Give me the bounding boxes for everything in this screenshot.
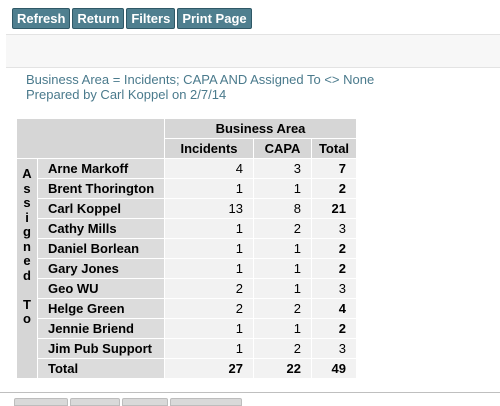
axis-letter: d bbox=[23, 267, 31, 283]
cell-capa: 3 bbox=[253, 158, 312, 179]
total-row: Total 27 22 49 bbox=[17, 358, 357, 379]
axis-letter: A bbox=[22, 166, 32, 181]
row-header-name: Helge Green bbox=[37, 298, 165, 319]
table-row: Carl Koppel 13 8 21 bbox=[17, 198, 357, 219]
refresh-button[interactable]: Refresh bbox=[12, 8, 71, 29]
criteria-prepared-text: Prepared by Carl Koppel on 2/7/14 bbox=[26, 87, 227, 102]
column-header-incidents: Incidents bbox=[164, 138, 254, 159]
row-header-name: Arne Markoff bbox=[37, 158, 165, 179]
filters-button[interactable]: Filters bbox=[126, 8, 176, 29]
table-row: Daniel Borlean 1 1 2 bbox=[17, 238, 357, 259]
table-row: Jim Pub Support 1 2 3 bbox=[17, 338, 357, 359]
table-row: Cathy Mills 1 2 3 bbox=[17, 218, 357, 239]
row-header-name: Daniel Borlean bbox=[37, 238, 165, 259]
cell-total: 2 bbox=[311, 318, 357, 339]
axis-letter: i bbox=[25, 209, 29, 225]
group-header-row: Business Area bbox=[16, 118, 357, 159]
cell-capa: 2 bbox=[253, 298, 312, 319]
row-header-name: Cathy Mills bbox=[37, 218, 165, 239]
business-area-header: Business Area bbox=[164, 118, 357, 139]
row-header-name: Jim Pub Support bbox=[37, 338, 165, 359]
table-row: Geo WU 2 1 3 bbox=[17, 278, 357, 299]
axis-letter: n bbox=[23, 238, 31, 254]
cell-incidents: 2 bbox=[164, 298, 254, 319]
cell-total: 3 bbox=[311, 218, 357, 239]
total-cell-capa: 22 bbox=[253, 358, 312, 379]
bottom-button-stub[interactable] bbox=[70, 398, 120, 406]
bottom-button-stub[interactable] bbox=[170, 398, 242, 406]
cell-incidents: 1 bbox=[164, 338, 254, 359]
cell-incidents: 1 bbox=[164, 318, 254, 339]
cell-incidents: 4 bbox=[164, 158, 254, 179]
cell-total: 2 bbox=[311, 238, 357, 259]
cell-total: 3 bbox=[311, 338, 357, 359]
row-header-name: Geo WU bbox=[37, 278, 165, 299]
bottom-button-stub[interactable] bbox=[14, 398, 68, 406]
row-header-name: Brent Thorington bbox=[37, 178, 165, 199]
cell-capa: 1 bbox=[253, 258, 312, 279]
bottom-button-stub[interactable] bbox=[122, 398, 168, 406]
axis-letter: e bbox=[23, 253, 31, 268]
table-row: Jennie Briend 1 1 2 bbox=[17, 318, 357, 339]
criteria-filter-text: Business Area = Incidents; CAPA AND Assi… bbox=[26, 72, 375, 87]
print-page-button[interactable]: Print Page bbox=[177, 8, 252, 29]
table-row: Gary Jones 1 1 2 bbox=[17, 258, 357, 279]
axis-letter: o bbox=[23, 311, 31, 326]
cell-incidents: 13 bbox=[164, 198, 254, 219]
column-header-capa: CAPA bbox=[253, 138, 312, 159]
cell-total: 3 bbox=[311, 278, 357, 299]
cell-total: 2 bbox=[311, 258, 357, 279]
header-band bbox=[6, 34, 500, 68]
cell-total: 4 bbox=[311, 298, 357, 319]
cell-total: 2 bbox=[311, 178, 357, 199]
corner-cell bbox=[16, 118, 165, 159]
column-header-total: Total bbox=[311, 138, 357, 159]
column-header-row: Incidents CAPA Total bbox=[17, 138, 357, 159]
axis-letter: T bbox=[23, 296, 31, 312]
axis-letter bbox=[17, 283, 37, 298]
cell-capa: 8 bbox=[253, 198, 312, 219]
row-header-name: Carl Koppel bbox=[37, 198, 165, 219]
cell-incidents: 1 bbox=[164, 238, 254, 259]
axis-letter: s bbox=[23, 195, 31, 210]
axis-letter: g bbox=[23, 224, 31, 239]
table-row: Helge Green 2 2 4 bbox=[17, 298, 357, 319]
total-cell-incidents: 27 bbox=[164, 358, 254, 379]
cell-capa: 1 bbox=[253, 318, 312, 339]
cell-capa: 2 bbox=[253, 338, 312, 359]
axis-letter: s bbox=[23, 180, 31, 196]
total-cell-total: 49 bbox=[311, 358, 357, 379]
row-header-total: Total bbox=[37, 358, 165, 379]
cell-capa: 1 bbox=[253, 178, 312, 199]
cell-incidents: 1 bbox=[164, 178, 254, 199]
cell-total: 7 bbox=[311, 158, 357, 179]
cell-capa: 2 bbox=[253, 218, 312, 239]
row-header-name: Gary Jones bbox=[37, 258, 165, 279]
cell-total: 21 bbox=[311, 198, 357, 219]
cell-capa: 1 bbox=[253, 238, 312, 259]
cell-incidents: 2 bbox=[164, 278, 254, 299]
table-row: Brent Thorington 1 1 2 bbox=[17, 178, 357, 199]
row-header-name: Jennie Briend bbox=[37, 318, 165, 339]
cell-incidents: 1 bbox=[164, 218, 254, 239]
return-button[interactable]: Return bbox=[72, 8, 125, 29]
cell-capa: 1 bbox=[253, 278, 312, 299]
report-criteria: Business Area = Incidents; CAPA AND Assi… bbox=[26, 72, 374, 102]
toolbar: Refresh Return Filters Print Page bbox=[12, 8, 252, 30]
cell-incidents: 1 bbox=[164, 258, 254, 279]
